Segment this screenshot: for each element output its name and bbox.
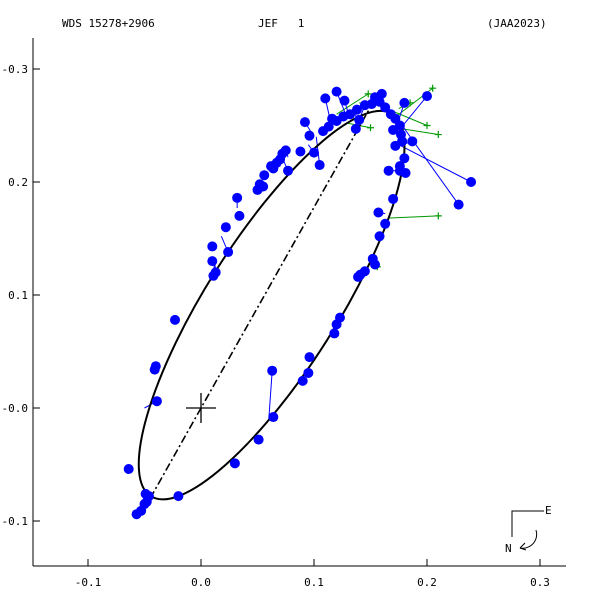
y-tick-label: 0.2 (8, 176, 28, 189)
rejected-residual-line (336, 93, 369, 115)
observation-point (309, 147, 319, 158)
observation-point (299, 117, 310, 128)
observation-point (304, 130, 315, 141)
residual-line (398, 144, 472, 183)
observation-point (207, 256, 218, 267)
observation-point (253, 434, 264, 445)
observation-point (170, 314, 181, 325)
x-tick-label: 0.0 (191, 576, 211, 589)
compass-east-label: E (545, 504, 552, 517)
x-tick-label: -0.1 (75, 576, 102, 589)
observation-point (268, 163, 279, 174)
observation-point (376, 88, 387, 99)
observation-point (210, 267, 221, 278)
observation-point (359, 266, 370, 277)
line-of-nodes (149, 102, 374, 499)
y-tick-label: -0.3 (2, 63, 29, 76)
observation-point (331, 86, 342, 97)
rejected-point (429, 84, 437, 92)
observation-point (327, 113, 338, 124)
observation-point (123, 464, 134, 475)
axis-tick-labels: -0.1 0.0 0.1 0.2 0.3 -0.1 -0.0 0.1 0.2 -0.3 (2, 63, 550, 589)
rejected-point (434, 131, 442, 139)
observation-point (396, 129, 407, 140)
observation-point (140, 488, 151, 499)
observation-point (354, 114, 365, 125)
compass: E N (505, 504, 552, 555)
observation-point (422, 91, 432, 102)
observation-point (453, 199, 464, 210)
compass-north-label: N (505, 542, 512, 555)
observation-point (297, 375, 308, 386)
observation-point (207, 241, 218, 252)
observation-point (267, 365, 278, 376)
rejected-point (367, 124, 374, 132)
observation-point (223, 247, 234, 258)
observation-point (229, 458, 240, 469)
x-tick-label: 0.3 (530, 576, 550, 589)
observation-point (380, 218, 391, 229)
observation-point (329, 328, 340, 339)
observation-point (318, 126, 329, 137)
y-tick-label: -0.1 (2, 515, 29, 528)
observation-point (350, 123, 361, 134)
observation-point (234, 210, 245, 221)
observation-point (320, 93, 331, 104)
observation-point (407, 136, 418, 147)
observation-point (232, 192, 243, 203)
header-wds-id: WDS 15278+2906 (62, 17, 155, 30)
x-tick-label: 0.2 (417, 576, 437, 589)
observation-point (399, 153, 410, 164)
observation-point (149, 364, 160, 375)
header-reference: (JAA2023) (487, 17, 547, 30)
observation-point (334, 312, 345, 323)
axis-ticks (33, 68, 541, 566)
primary-star-cross (186, 393, 216, 423)
y-tick-label: -0.0 (2, 402, 29, 415)
observation-point (373, 207, 384, 218)
observation-point (370, 259, 381, 270)
observation-point (466, 177, 477, 187)
observation-points (123, 86, 477, 520)
y-tick-label: 0.1 (8, 289, 28, 302)
observation-point (394, 161, 405, 172)
rejected-point (434, 212, 442, 220)
observation-point (400, 167, 411, 178)
compass-arrows (511, 510, 544, 537)
observation-point (259, 170, 270, 181)
rejected-point (364, 90, 372, 98)
observation-point (252, 184, 263, 195)
rejected-residual-line (387, 215, 439, 219)
observation-point (339, 95, 350, 106)
observation-point (385, 109, 396, 120)
observation-point (399, 97, 410, 108)
observation-point (304, 352, 315, 363)
residual-line (400, 95, 428, 129)
observation-point (173, 491, 184, 502)
compass-arrowhead (519, 542, 527, 551)
rejected-point (423, 122, 431, 129)
header-system-name: JEF 1 (258, 17, 304, 30)
observation-point (388, 193, 399, 204)
observation-point (268, 412, 279, 423)
observation-point (359, 100, 370, 111)
observation-point (383, 165, 394, 176)
observation-point (295, 146, 306, 157)
observation-point (303, 367, 314, 378)
primary-star-marker (186, 393, 216, 423)
observation-point (151, 396, 162, 407)
observation-point (314, 160, 325, 171)
observation-point (220, 222, 231, 233)
x-tick-label: 0.1 (304, 576, 324, 589)
compass-rotation-arc (519, 529, 538, 549)
observation-point (374, 231, 385, 242)
observation-point (283, 165, 294, 176)
residual-line (268, 370, 273, 420)
